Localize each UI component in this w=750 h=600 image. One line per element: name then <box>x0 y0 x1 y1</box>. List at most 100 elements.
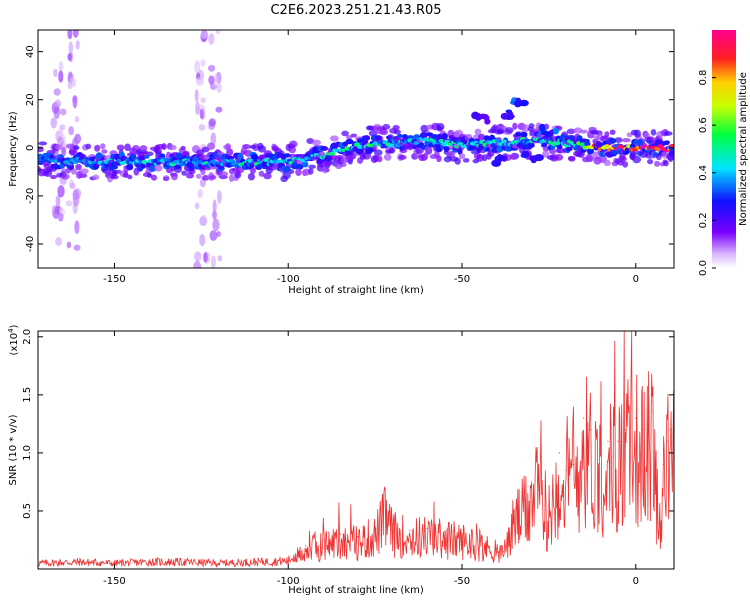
core-mark-795 <box>388 143 395 148</box>
halo-mark-359 <box>162 175 170 181</box>
halo-mark-958 <box>474 128 482 136</box>
snr-point-33 <box>607 440 609 442</box>
noise-mark-109 <box>208 118 217 127</box>
halo-mark-1258 <box>632 155 642 164</box>
halo-mark-468 <box>219 171 229 177</box>
halo-mark-604 <box>289 140 298 148</box>
halo-mark-864 <box>424 146 431 153</box>
halo-mark-1140 <box>568 156 576 162</box>
band-mark-1046 <box>520 131 528 138</box>
halo-mark-1205 <box>604 131 610 138</box>
halo-mark-1132 <box>566 128 576 135</box>
core-mark-555 <box>263 157 270 162</box>
snr-point-9 <box>322 539 324 541</box>
spectrogram-xlabel: Height of straight line (km) <box>288 285 424 296</box>
halo-mark-545 <box>257 145 267 153</box>
heat-xtick-label-3: 0 <box>633 274 639 285</box>
snr-ylabel: SNR (10 * v/v) <box>8 414 19 485</box>
halo-mark-1206 <box>603 159 611 167</box>
halo-mark-262 <box>110 174 119 180</box>
halo-mark-395 <box>181 170 187 176</box>
snr-point-7 <box>287 560 289 562</box>
band-mark-313 <box>138 155 146 161</box>
spectrogram-marks <box>38 30 674 268</box>
snr-point-30 <box>583 417 585 419</box>
halo-mark-1265 <box>633 129 641 138</box>
band-mark-224 <box>89 156 97 162</box>
band-mark-829 <box>407 135 414 140</box>
snr-scale-prefix: (x10 <box>9 333 20 356</box>
core-mark-1161 <box>579 142 586 147</box>
noise-mark-95 <box>212 199 217 214</box>
halo-mark-1019 <box>504 127 514 134</box>
halo-mark-450 <box>208 175 217 180</box>
noise-mark-63 <box>193 260 202 268</box>
band-mark-1135 <box>566 146 573 152</box>
halo-mark-1085 <box>542 150 550 158</box>
noise-mark-26 <box>59 108 67 116</box>
halo-mark-280 <box>122 172 129 178</box>
noise-mark-10 <box>54 99 62 108</box>
noise-mark-38 <box>65 200 73 207</box>
band-mark-1088 <box>541 142 548 147</box>
snr-point-2 <box>113 562 116 564</box>
snr-point-1 <box>79 561 81 563</box>
band-mark-811 <box>397 133 403 139</box>
halo-mark-329 <box>147 173 153 178</box>
halo-mark-527 <box>249 144 257 149</box>
halo-mark-598 <box>288 169 295 174</box>
snr-xtick-label-3: 0 <box>633 576 639 587</box>
halo-mark-767 <box>373 149 383 156</box>
band-mark-236 <box>95 152 103 159</box>
noise-mark-111 <box>215 30 221 35</box>
snr-point-29 <box>572 463 574 466</box>
noise-mark-78 <box>197 188 203 199</box>
halo-mark-550 <box>263 172 272 180</box>
snr-ytick-label-3: 2.0 <box>22 329 33 345</box>
snr-xtick-label-2: -50 <box>454 576 470 587</box>
halo-mark-378 <box>170 172 178 181</box>
snr-point-26 <box>548 504 550 506</box>
noise-mark-18 <box>58 70 64 83</box>
heat-ytick-label-4: 40 <box>25 45 36 58</box>
halo-mark-1290 <box>647 158 654 165</box>
band-mark-901 <box>443 146 450 152</box>
halo-mark-180 <box>68 148 78 156</box>
halo-mark-119 <box>38 141 48 146</box>
noise-mark-101 <box>209 230 218 241</box>
noise-mark-49 <box>67 52 72 61</box>
snr-point-23 <box>523 498 526 500</box>
snr-panel: -150 -100 -50 0 0.5 1.0 1.5 2.0 Height of strai… <box>7 324 675 596</box>
noise-mark-54 <box>74 116 80 123</box>
noise-mark-32 <box>66 241 72 249</box>
band-mark-1220 <box>608 137 617 144</box>
colorbar: 0.0 0.2 0.4 0.6 0.8 Normalized spectral ampl… <box>698 30 749 276</box>
band-mark-1322 <box>664 140 670 145</box>
halo-mark-804 <box>392 124 400 131</box>
snr-point-37 <box>642 429 644 431</box>
snr-point-17 <box>444 531 446 533</box>
snr-point-32 <box>600 452 602 454</box>
band-mark-770 <box>374 135 382 141</box>
noise-mark-83 <box>199 108 204 120</box>
snr-scale-label: (x104) <box>7 324 20 355</box>
halo-mark-1217 <box>609 129 616 135</box>
halo-mark-520 <box>247 172 256 181</box>
halo-mark-1295 <box>650 128 657 136</box>
halo-mark-646 <box>312 139 321 146</box>
halo-mark-184 <box>71 168 78 175</box>
snr-point-10 <box>339 533 341 535</box>
feature-mark-1358 <box>497 154 504 161</box>
noise-mark-90 <box>216 231 222 238</box>
halo-mark-814 <box>399 148 408 154</box>
halo-mark-778 <box>379 129 389 136</box>
band-mark-265 <box>111 165 118 170</box>
band-mark-746 <box>363 135 371 141</box>
noise-mark-57 <box>199 233 206 247</box>
feature-mark-1368 <box>538 123 546 132</box>
snr-point-16 <box>426 527 428 529</box>
heat-ytick-label-1: -20 <box>25 188 36 204</box>
halo-mark-118 <box>38 146 44 153</box>
band-mark-1334 <box>669 150 674 156</box>
